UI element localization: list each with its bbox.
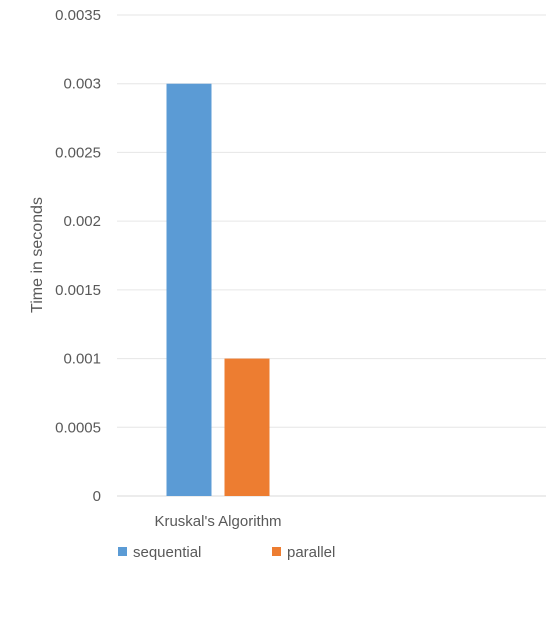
- y-tick-label: 0: [93, 488, 101, 505]
- y-tick-label: 0.0025: [55, 144, 101, 161]
- y-tick-label: 0.0015: [55, 282, 101, 299]
- x-axis: Kruskal's Algorithm: [154, 513, 281, 530]
- legend-swatch: [118, 547, 127, 556]
- legend-item-sequential: sequential: [118, 544, 201, 561]
- legend-swatch: [272, 547, 281, 556]
- legend-label: sequential: [133, 544, 201, 561]
- y-tick-label: 0.003: [63, 76, 101, 93]
- y-axis-ticks: 0 0.0005 0.001 0.0015 0.002 0.0025 0.003 0.0035: [55, 7, 101, 505]
- y-tick-label: 0.0035: [55, 7, 101, 24]
- y-tick-label: 0.002: [63, 213, 101, 230]
- bar-parallel: [224, 358, 270, 496]
- legend-label: parallel: [287, 544, 335, 561]
- y-axis-title: Time in seconds: [29, 197, 46, 313]
- x-category-label: Kruskal's Algorithm: [154, 513, 281, 530]
- legend: sequential parallel: [118, 544, 335, 561]
- legend-item-parallel: parallel: [272, 544, 335, 561]
- y-tick-label: 0.001: [63, 351, 101, 368]
- bar-sequential: [166, 83, 212, 496]
- y-tick-label: 0.0005: [55, 419, 101, 436]
- bars: [166, 83, 270, 496]
